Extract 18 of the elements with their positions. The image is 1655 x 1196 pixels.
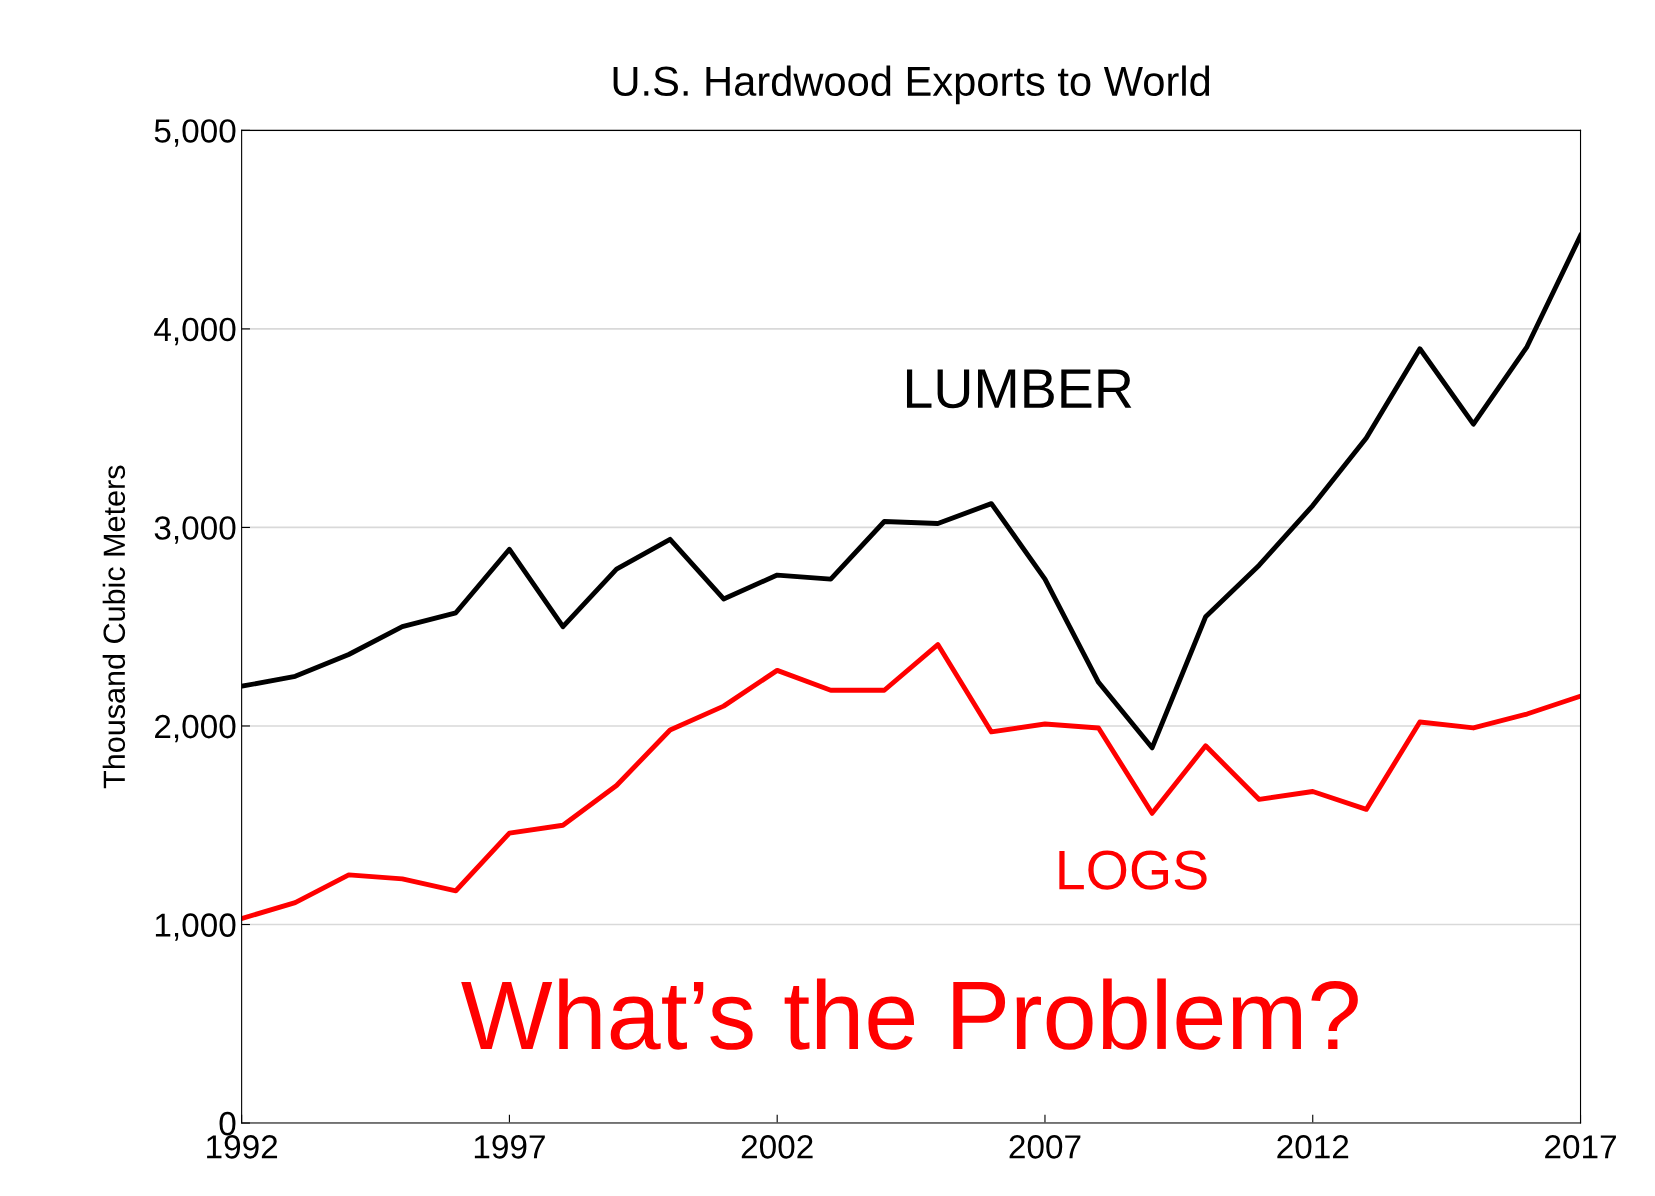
x-tick-label: 2017: [1545, 1135, 1616, 1159]
y-tick-label: 2,000: [155, 714, 236, 743]
annotation: What’s the Problem?: [461, 978, 1358, 1050]
y-tick-label: 3,000: [154, 516, 236, 544]
x-tick-label: 2012: [1277, 1135, 1349, 1159]
y-tick-label: 4,000: [154, 317, 236, 346]
y-tick-label: 5,000: [154, 119, 236, 147]
line-series: [241, 642, 1581, 921]
text: LUMBER: [906, 369, 1132, 409]
x-tick-label: 1992: [207, 1135, 278, 1159]
series-label: LOGS: [1059, 850, 1207, 890]
y-tick-label: 1,000: [155, 913, 236, 941]
y-tick-label: 0: [219, 1111, 236, 1136]
y-axis-title: Thousand Cubic Meters: [102, 465, 126, 789]
x-tick-label: 2007: [1009, 1135, 1081, 1159]
chart-title: U.S. Hardwood Exports to World: [613, 65, 1210, 105]
x-tick-label: 2002: [741, 1135, 813, 1159]
x-tick-label: 1997: [474, 1135, 545, 1159]
